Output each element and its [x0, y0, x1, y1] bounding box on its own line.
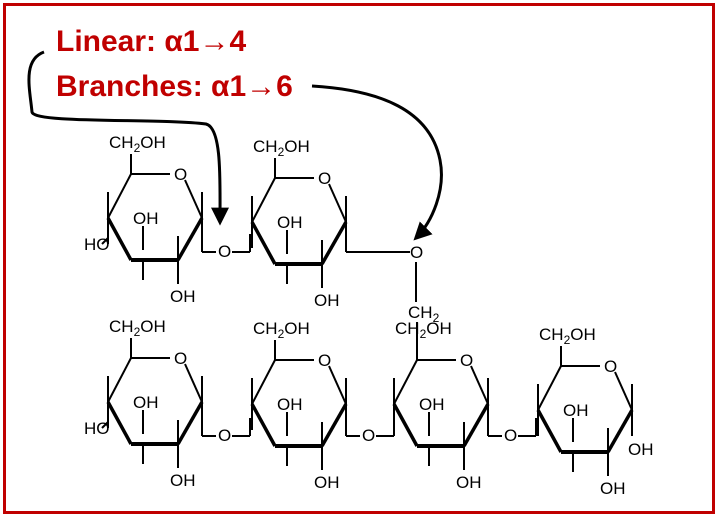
ring-bond	[537, 365, 562, 411]
figure-frame	[3, 3, 715, 514]
linkage-oxygen-b34: O	[504, 426, 517, 445]
glycosidic-linkage-b12	[201, 410, 251, 437]
ring-bond	[176, 401, 204, 445]
legend-linear-linkage: Linear: α1→4	[56, 25, 247, 58]
glucose-ring-b1	[101, 338, 204, 468]
ring-bond	[176, 217, 204, 261]
glucose-ring-t2	[250, 158, 348, 288]
ring-bond	[184, 179, 203, 219]
ring-oxygen-b3: O	[460, 351, 473, 370]
glycosidic-linkage-b34	[487, 410, 537, 437]
ch2oh-label-t1: CH2OH	[109, 133, 166, 155]
ring-bond	[462, 403, 490, 447]
ring-bond	[606, 409, 634, 453]
ring-oxygen-t1: O	[174, 165, 187, 184]
glucose-ring-t1	[101, 154, 204, 284]
ch2oh-label-t2: CH2OH	[253, 137, 310, 159]
ring-bond	[614, 371, 633, 411]
ring-oxygen-t2: O	[318, 169, 331, 188]
glycosidic-linkage-b23	[345, 410, 395, 437]
ring-bond	[393, 359, 418, 405]
branch-linkage	[345, 222, 418, 358]
oh-label-c3-b2: OH	[277, 395, 303, 414]
ring-bond	[392, 403, 419, 447]
glucose-ring-b4	[536, 346, 634, 476]
oh-label-c2-t1: OH	[170, 287, 196, 306]
ring-bond	[250, 221, 277, 265]
ch2oh-label-b1: CH2OH	[109, 317, 166, 339]
ho-label-b1: HO	[84, 419, 110, 438]
ch2oh-label-b4: CH2OH	[539, 325, 596, 347]
ring-bond	[184, 363, 203, 403]
ring-oxygen-b4: O	[604, 357, 617, 376]
ring-bond	[107, 173, 132, 219]
oh-label-c2-b2: OH	[314, 473, 340, 492]
oh-label-c3-b4: OH	[563, 401, 589, 420]
substituent-bond	[101, 237, 109, 245]
ho-label-t1: HO	[84, 235, 110, 254]
substituent-bond	[101, 421, 109, 429]
ring-oxygen-b1: O	[174, 349, 187, 368]
linkage-oxygen-b23: O	[362, 426, 375, 445]
ring-bond	[107, 357, 132, 403]
oh-label-c2-t2: OH	[314, 291, 340, 310]
oh-label-c2-b1: OH	[170, 471, 196, 490]
ch2-label: CH2	[408, 303, 440, 325]
oh-label-c3-t2: OH	[277, 213, 303, 232]
ring-bond	[251, 177, 276, 223]
linkage-oxygen-b12: O	[218, 426, 231, 445]
ring-bond	[320, 403, 348, 447]
oh-label-c2-b3: OH	[456, 473, 482, 492]
branch-linkage-arrow	[311, 84, 443, 241]
oh-label-c3-b1: OH	[133, 393, 159, 412]
ring-bond	[251, 359, 276, 405]
glucose-ring-b3	[392, 340, 490, 470]
glucose-ring-b2	[250, 340, 348, 470]
branch-oxygen: O	[410, 243, 423, 262]
ring-bond	[320, 221, 348, 265]
oh-label-c3-b3: OH	[419, 395, 445, 414]
legend-branch-linkage: Branches: α1→6	[56, 70, 293, 103]
oh-label-c2-b4: OH	[600, 479, 626, 498]
ring-oxygen-b2: O	[318, 351, 331, 370]
ring-bond	[250, 403, 277, 447]
ring-bond	[106, 217, 133, 261]
linear-linkage-arrow	[27, 50, 230, 226]
ch2oh-label-b2: CH2OH	[253, 319, 310, 341]
ch2oh-label-b3: CH2OH	[395, 319, 452, 341]
oh-label-c3-t1: OH	[133, 209, 159, 228]
ring-bond	[328, 365, 347, 405]
ring-bond	[328, 183, 347, 223]
ring-bond	[536, 409, 563, 453]
oh-label-c1-b4: OH	[628, 440, 654, 459]
glycosidic-linkage-top	[201, 226, 251, 253]
ring-bond	[470, 365, 489, 405]
ring-bond	[106, 401, 133, 445]
linkage-oxygen-top: O	[218, 242, 231, 261]
